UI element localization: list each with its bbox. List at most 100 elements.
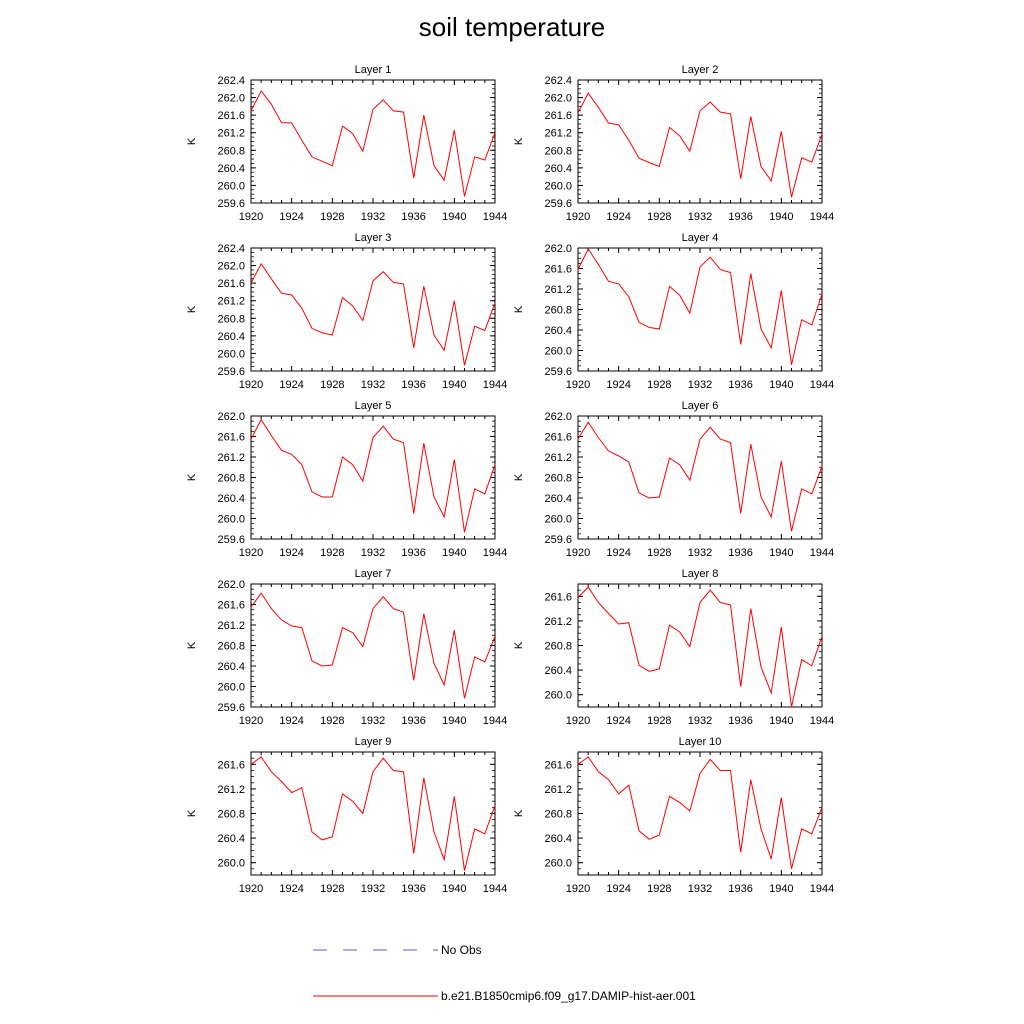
subplot-title: Layer 10 — [679, 736, 722, 748]
x-tick-label: 1924 — [279, 715, 303, 727]
y-tick-label: 260.0 — [217, 180, 245, 192]
y-tick-label: 261.6 — [544, 264, 572, 276]
x-tick-label: 1920 — [239, 883, 263, 895]
y-tick-label: 260.4 — [544, 665, 572, 677]
y-axis-label: K — [186, 473, 198, 481]
x-tick-label: 1936 — [401, 379, 425, 391]
y-tick-label: 261.2 — [544, 128, 572, 140]
x-tick-label: 1944 — [483, 715, 507, 727]
y-tick-label: 261.6 — [217, 759, 245, 771]
y-tick-label: 261.2 — [544, 284, 572, 296]
y-tick-label: 261.6 — [544, 759, 572, 771]
x-tick-label: 1940 — [769, 211, 793, 223]
x-tick-label: 1932 — [361, 379, 385, 391]
y-tick-label: 262.0 — [217, 579, 245, 591]
y-tick-label: 260.4 — [217, 661, 245, 673]
x-tick-label: 1928 — [647, 883, 671, 895]
x-tick-label: 1940 — [769, 883, 793, 895]
y-tick-label: 260.8 — [544, 145, 572, 157]
x-tick-label: 1940 — [769, 379, 793, 391]
y-tick-label: 260.4 — [544, 163, 572, 175]
y-tick-label: 260.0 — [544, 858, 572, 870]
x-tick-label: 1928 — [647, 715, 671, 727]
x-tick-label: 1940 — [442, 547, 466, 559]
subplot-title: Layer 4 — [682, 232, 719, 244]
x-tick-label: 1924 — [606, 211, 630, 223]
y-axis-label: K — [513, 473, 525, 481]
y-tick-label: 260.8 — [544, 809, 572, 821]
y-axis-label: K — [513, 809, 525, 817]
y-tick-label: 261.2 — [217, 452, 245, 464]
legend-label: No Obs — [441, 943, 482, 957]
x-tick-label: 1944 — [810, 883, 834, 895]
y-tick-label: 259.6 — [217, 702, 245, 714]
y-tick-label: 260.4 — [217, 493, 245, 505]
y-tick-label: 262.0 — [217, 411, 245, 423]
x-tick-label: 1920 — [566, 547, 590, 559]
subplot-8: Layer 8 K 1920 1924 1928 1932 1936 1940 1944 260.… — [513, 568, 834, 727]
y-tick-label: 260.0 — [544, 514, 572, 526]
y-tick-label: 260.0 — [544, 346, 572, 358]
x-tick-label: 1940 — [442, 211, 466, 223]
legend-label: b.e21.B1850cmip6.f09_g17.DAMIP-hist-aer.… — [441, 989, 696, 1003]
y-tick-label: 261.6 — [217, 278, 245, 290]
x-tick-label: 1944 — [483, 379, 507, 391]
subplot-2: Layer 2 K 1920 1924 1928 1932 1936 1940 1944 259.… — [513, 64, 834, 223]
y-tick-label: 260.4 — [217, 163, 245, 175]
x-tick-label: 1924 — [279, 379, 303, 391]
y-tick-label: 262.0 — [217, 261, 245, 273]
plot-frame — [250, 583, 496, 708]
series-line — [250, 592, 496, 699]
x-tick-label: 1940 — [442, 883, 466, 895]
plot-frame — [250, 79, 496, 204]
x-tick-label: 1944 — [483, 547, 507, 559]
y-axis-label: K — [186, 137, 198, 145]
subplot-5: Layer 5 K 1920 1924 1928 1932 1936 1940 1944 259.… — [186, 400, 507, 559]
y-tick-label: 259.6 — [217, 366, 245, 378]
x-tick-label: 1936 — [728, 715, 752, 727]
x-tick-label: 1936 — [728, 379, 752, 391]
series-line — [577, 92, 823, 198]
y-tick-label: 261.2 — [217, 620, 245, 632]
subplot-1: Layer 1 K 1920 1924 1928 1932 1936 1940 1944 259.… — [186, 64, 507, 223]
x-tick-label: 1940 — [769, 715, 793, 727]
x-tick-label: 1924 — [606, 547, 630, 559]
x-tick-label: 1928 — [320, 883, 344, 895]
plot-frame — [577, 751, 823, 876]
y-tick-label: 262.4 — [217, 243, 245, 255]
x-tick-label: 1936 — [401, 883, 425, 895]
y-tick-label: 262.0 — [217, 93, 245, 105]
x-tick-label: 1932 — [688, 547, 712, 559]
y-tick-label: 259.6 — [544, 366, 572, 378]
y-tick-label: 261.6 — [544, 432, 572, 444]
y-tick-label: 261.2 — [217, 128, 245, 140]
subplot-10: Layer 10 K 1920 1924 1928 1932 1936 1940 1944 260… — [513, 736, 834, 895]
x-tick-label: 1928 — [647, 547, 671, 559]
x-tick-label: 1940 — [442, 379, 466, 391]
x-tick-label: 1932 — [688, 379, 712, 391]
y-tick-label: 260.4 — [544, 493, 572, 505]
y-axis-label: K — [513, 137, 525, 145]
y-tick-label: 261.2 — [544, 452, 572, 464]
x-tick-label: 1920 — [239, 547, 263, 559]
y-tick-label: 260.4 — [217, 833, 245, 845]
plot-frame — [250, 751, 496, 876]
y-axis-label: K — [186, 641, 198, 649]
x-tick-label: 1924 — [606, 715, 630, 727]
y-tick-label: 260.4 — [544, 833, 572, 845]
y-tick-label: 261.2 — [544, 784, 572, 796]
x-tick-label: 1928 — [647, 211, 671, 223]
x-tick-label: 1932 — [361, 715, 385, 727]
y-tick-label: 260.0 — [544, 180, 572, 192]
subplot-9: Layer 9 K 1920 1924 1928 1932 1936 1940 1944 260.… — [186, 736, 507, 895]
x-tick-label: 1920 — [239, 211, 263, 223]
subplot-title: Layer 5 — [355, 400, 392, 412]
subplot-6: Layer 6 K 1920 1924 1928 1932 1936 1940 1944 259.… — [513, 400, 834, 559]
x-tick-label: 1944 — [483, 211, 507, 223]
y-tick-label: 260.0 — [217, 682, 245, 694]
series-line — [577, 756, 823, 870]
y-tick-label: 260.8 — [217, 145, 245, 157]
subplot-7: Layer 7 K 1920 1924 1928 1932 1936 1940 1944 259.… — [186, 568, 507, 727]
x-tick-label: 1920 — [566, 883, 590, 895]
